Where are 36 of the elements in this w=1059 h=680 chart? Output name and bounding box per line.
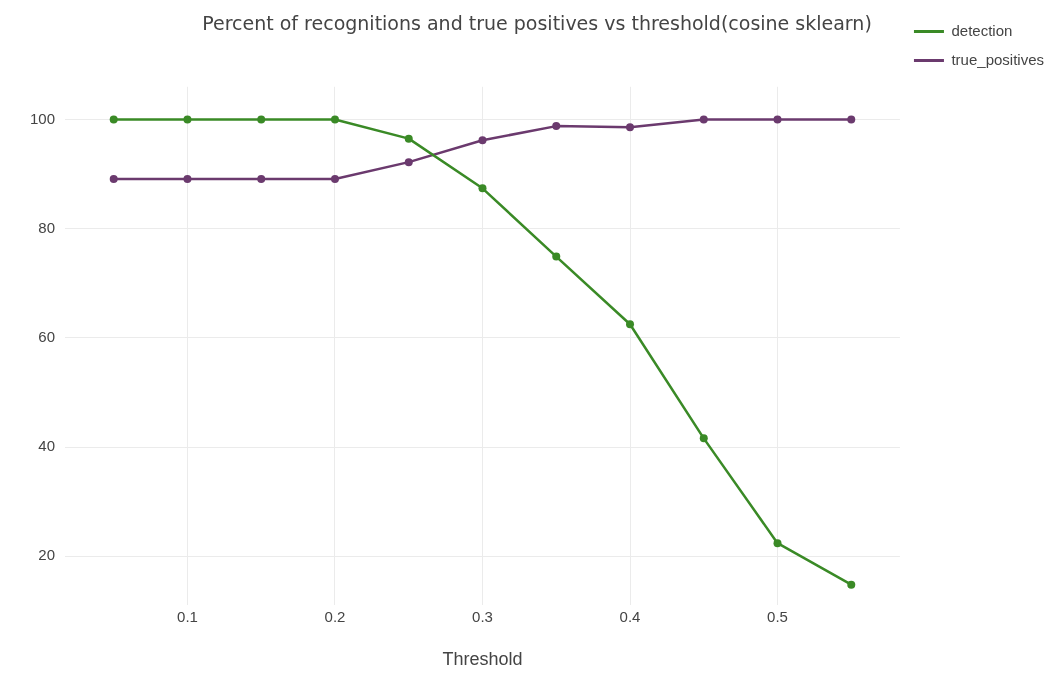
x-tick-label: 0.4 [619,607,641,625]
point [552,252,561,261]
point [847,115,856,124]
point [109,115,118,124]
point [330,115,339,124]
point [699,115,708,124]
point [478,184,487,193]
x-tick-label: 0.2 [324,607,346,625]
y-tick-label: 60 [38,328,56,346]
y-tick-label: 100 [30,109,56,127]
point [626,320,634,329]
x-tick-label: 0.5 [767,607,788,625]
point [257,175,266,184]
point [404,158,413,167]
legend-label: true_positives [951,50,1045,68]
point [404,134,413,143]
point [773,539,782,548]
point [330,175,339,184]
point [552,122,561,131]
y-tick-label: 40 [38,437,56,455]
x-tick-label: 0.3 [472,607,493,625]
point [109,175,118,184]
point [773,115,782,124]
y-tick-label: 80 [38,218,56,236]
point [478,136,487,145]
legend-label: detection [951,21,1013,39]
chart-title: Percent of recognitions and true positives vs threshold(cosine sklearn) [202,12,872,35]
point [699,434,708,443]
point [257,115,266,124]
point [183,175,192,184]
point [183,115,192,124]
x-axis-title: Threshold [442,649,523,670]
x-tick-label: 0.1 [177,607,198,625]
point [626,123,634,132]
point [847,580,856,589]
y-tick-label: 20 [38,546,56,564]
